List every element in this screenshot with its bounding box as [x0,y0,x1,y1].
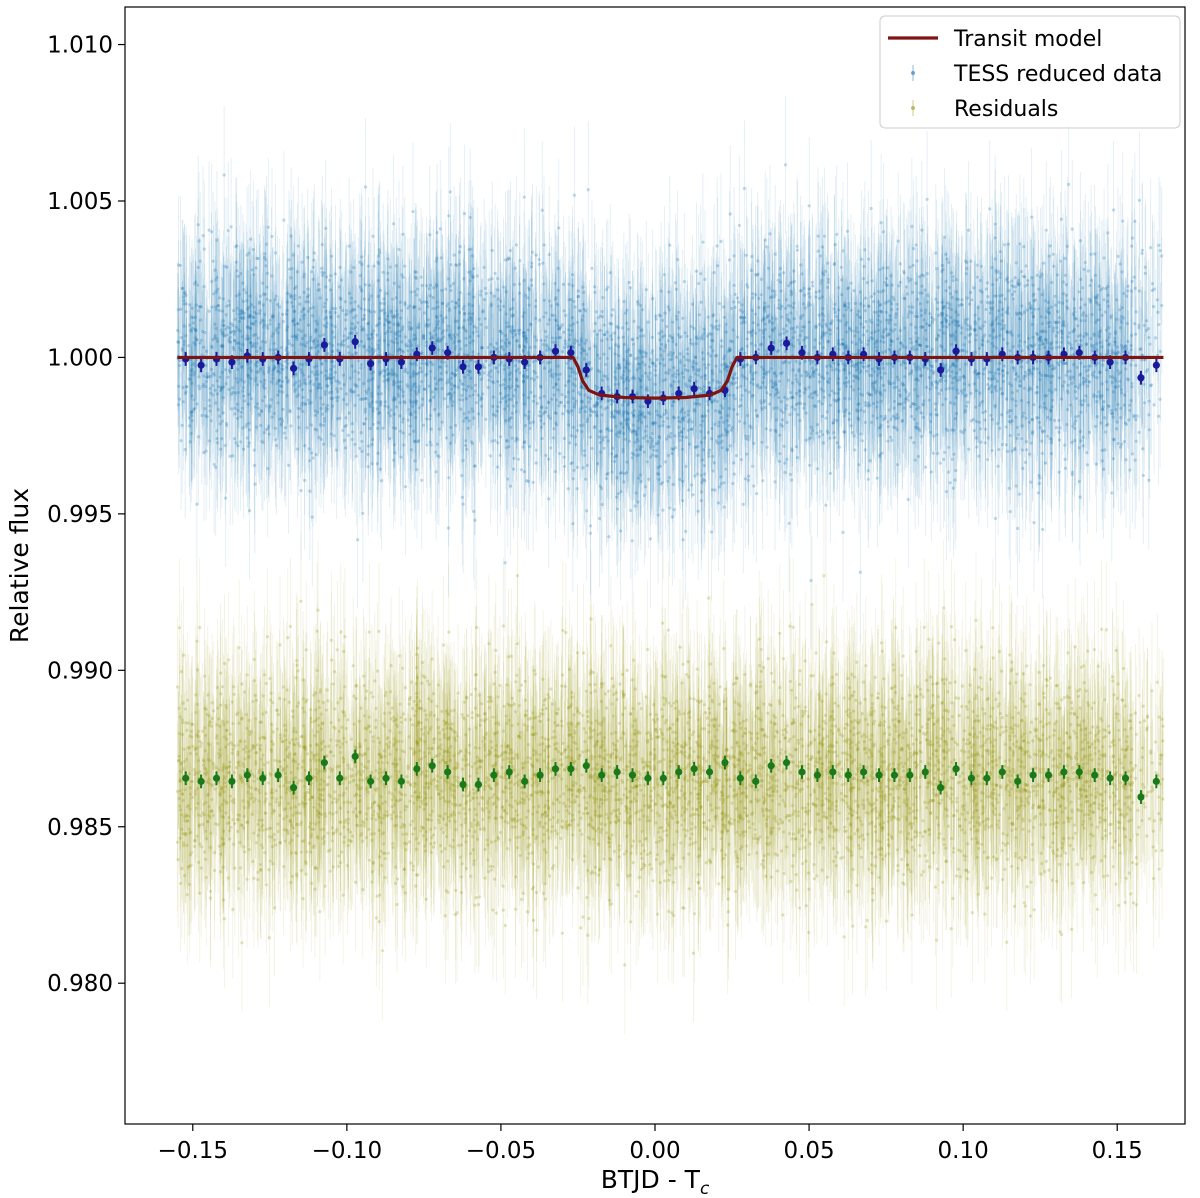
data-point [571,522,574,525]
data-point [224,497,227,500]
scatter-layer [176,96,1165,1034]
data-point [738,224,741,227]
data-point [691,493,694,496]
data-point [517,458,520,461]
data-point [347,434,350,437]
data-point [755,492,758,495]
data-point [700,301,703,304]
data-point [859,571,862,574]
data-point [348,244,351,247]
data-point [743,187,746,190]
data-point [932,434,935,437]
data-point [986,458,989,461]
data-point [765,245,768,248]
tess-data-points [176,96,1163,649]
data-point [195,503,198,506]
data-point [808,204,811,207]
data-point [503,561,506,564]
data-point [509,249,512,252]
data-point [282,219,285,222]
data-point [728,258,731,261]
data-point [520,468,523,471]
data-point [541,209,544,212]
data-point [1071,227,1074,230]
data-point [824,504,827,507]
data-point [213,463,216,466]
data-point [392,222,395,225]
data-point [223,173,226,176]
data-point [701,241,704,244]
data-point [411,210,414,213]
data-point [311,515,314,518]
data-point [699,272,702,275]
data-point [682,538,685,541]
data-point [179,264,182,267]
data-point [684,530,687,533]
data-point [523,196,526,199]
data-point [907,498,910,501]
data-point [1079,430,1082,433]
data-point [355,455,358,458]
data-point [229,225,232,228]
data-point [364,185,367,188]
data-point [876,477,879,480]
data-point [819,430,822,433]
data-point [708,448,711,451]
data-point [719,240,722,243]
data-point [687,488,690,491]
data-point [479,290,482,293]
data-point [924,466,927,469]
data-point [207,229,210,232]
data-point [496,465,499,468]
data-point [587,188,590,191]
data-point [661,509,664,512]
